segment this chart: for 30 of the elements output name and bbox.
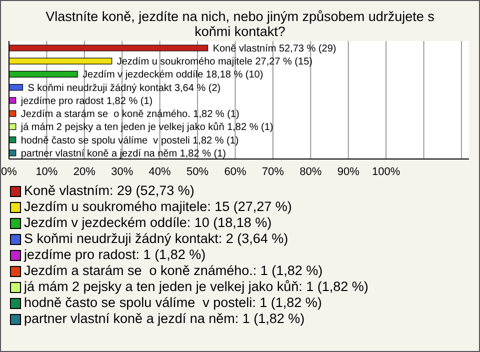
data-label: jezdíme pro radost 1,82 % (1) xyxy=(20,96,153,107)
data-label: Koně vlastním 52,73 % (29) xyxy=(212,44,336,54)
x-tick-label: 30% xyxy=(111,166,134,178)
x-tick-label: 100% xyxy=(372,166,400,178)
legend-label: S koňmi neudržuji žádný kontakt: 2 (3,64 %) xyxy=(24,231,288,247)
legend-label: já mám 2 pejsky a ten jeden je velkej jako kůň: 1 (1,82 %) xyxy=(24,279,368,295)
x-tick-label: 10% xyxy=(36,166,58,178)
x-tick-label: 40% xyxy=(148,166,172,178)
data-label: já mám 2 pejsky a ten jeden je velkej jako kůň 1,82 % (1) xyxy=(20,121,274,134)
x-tick-label: 70% xyxy=(262,166,284,178)
data-label: Jezdím a starám se o koně známého. 1,82 % (1) xyxy=(20,109,240,120)
legend-label: Jezdím u soukromého majitele: 15 (27,27 %) xyxy=(24,199,292,215)
legend-label: Jezdím a starám se o koně známého.: 1 (1,82 %) xyxy=(24,263,323,279)
legend-label: partner vlastní koně a jezdí na něm: 1 (1,82 %) xyxy=(24,311,305,327)
x-tick-label: 80% xyxy=(300,166,322,178)
x-tick-label: 20% xyxy=(73,166,96,178)
chart-title: Vlastníte koně, jezdíte na nich, nebo jiným způsobem udržujete s koňmi kontakt? xyxy=(44,8,436,41)
legend-label: Jezdím v jezdeckém oddíle: 10 (18,18 %) xyxy=(24,215,272,231)
data-label: hodně často se spolu válíme v posteli 1,82 % (1) xyxy=(20,135,239,146)
x-tick-label: 60% xyxy=(224,166,246,178)
legend-label: hodně často se spolu válíme v posteli: 1 (1,82 %) xyxy=(24,295,322,311)
legend-label: Koně vlastním: 29 (52,73 %) xyxy=(24,183,194,199)
data-label: Jezdím v jezdeckém oddíle 18,18 % (10) xyxy=(82,70,264,81)
data-label: partner vlastní koně a jezdí na něm 1,82 % (1) xyxy=(20,148,226,160)
data-label: Jezdím u soukromého majitele 27,27 % (15) xyxy=(116,56,312,68)
legend-label: jezdíme pro radost: 1 (1,82 %) xyxy=(24,247,206,263)
x-tick-label: 0% xyxy=(1,166,18,178)
x-tick-label: 50% xyxy=(186,166,209,178)
data-label: S koňmi neudržuji žádný kontakt 3,64 % (2) xyxy=(28,82,221,94)
x-tick-label: 90% xyxy=(337,166,360,178)
